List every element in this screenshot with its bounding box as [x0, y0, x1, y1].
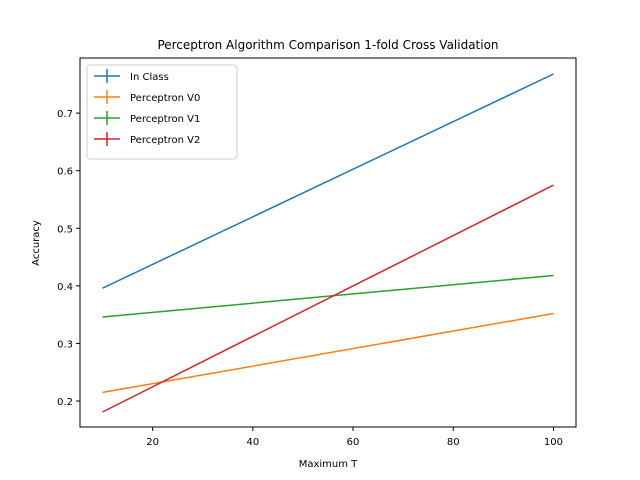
x-tick-label: 60	[347, 437, 360, 448]
y-axis-title: Accuracy	[31, 220, 42, 266]
legend: In Class Perceptron V0 Perceptron V1 Percep…	[86, 64, 238, 160]
y-tick-label: 0.2	[57, 397, 73, 408]
chart-title: Perceptron Algorithm Comparison 1-fold C…	[157, 38, 498, 52]
series-line-4	[102, 184, 554, 413]
x-axis-title: Maximum T	[299, 459, 358, 470]
y-tick-label: 0.7	[57, 109, 73, 120]
plot-area: 20 40 60 80 100 0.2 0.3 0.4 0.5 0.6 0.7 In Class Per…	[57, 57, 577, 448]
y-tick-label: 0.6	[57, 167, 73, 178]
y-tick-label: 0.3	[57, 339, 73, 350]
series-line-2	[102, 312, 554, 394]
series-line-3	[102, 274, 554, 318]
legend-label: In Class	[130, 72, 169, 83]
legend-box	[86, 64, 238, 160]
legend-label: Perceptron V1	[130, 114, 200, 125]
x-tick-label: 20	[146, 437, 159, 448]
x-tick-label: 40	[246, 437, 259, 448]
axes-frame	[79, 57, 577, 428]
legend-label: Perceptron V0	[130, 93, 200, 104]
y-tick-label: 0.5	[57, 224, 73, 235]
legend-label: Perceptron V2	[130, 135, 200, 146]
x-tick-label: 100	[544, 437, 563, 448]
series-line-1	[102, 73, 554, 289]
x-tick-label: 80	[447, 437, 460, 448]
y-tick-label: 0.4	[57, 282, 73, 293]
